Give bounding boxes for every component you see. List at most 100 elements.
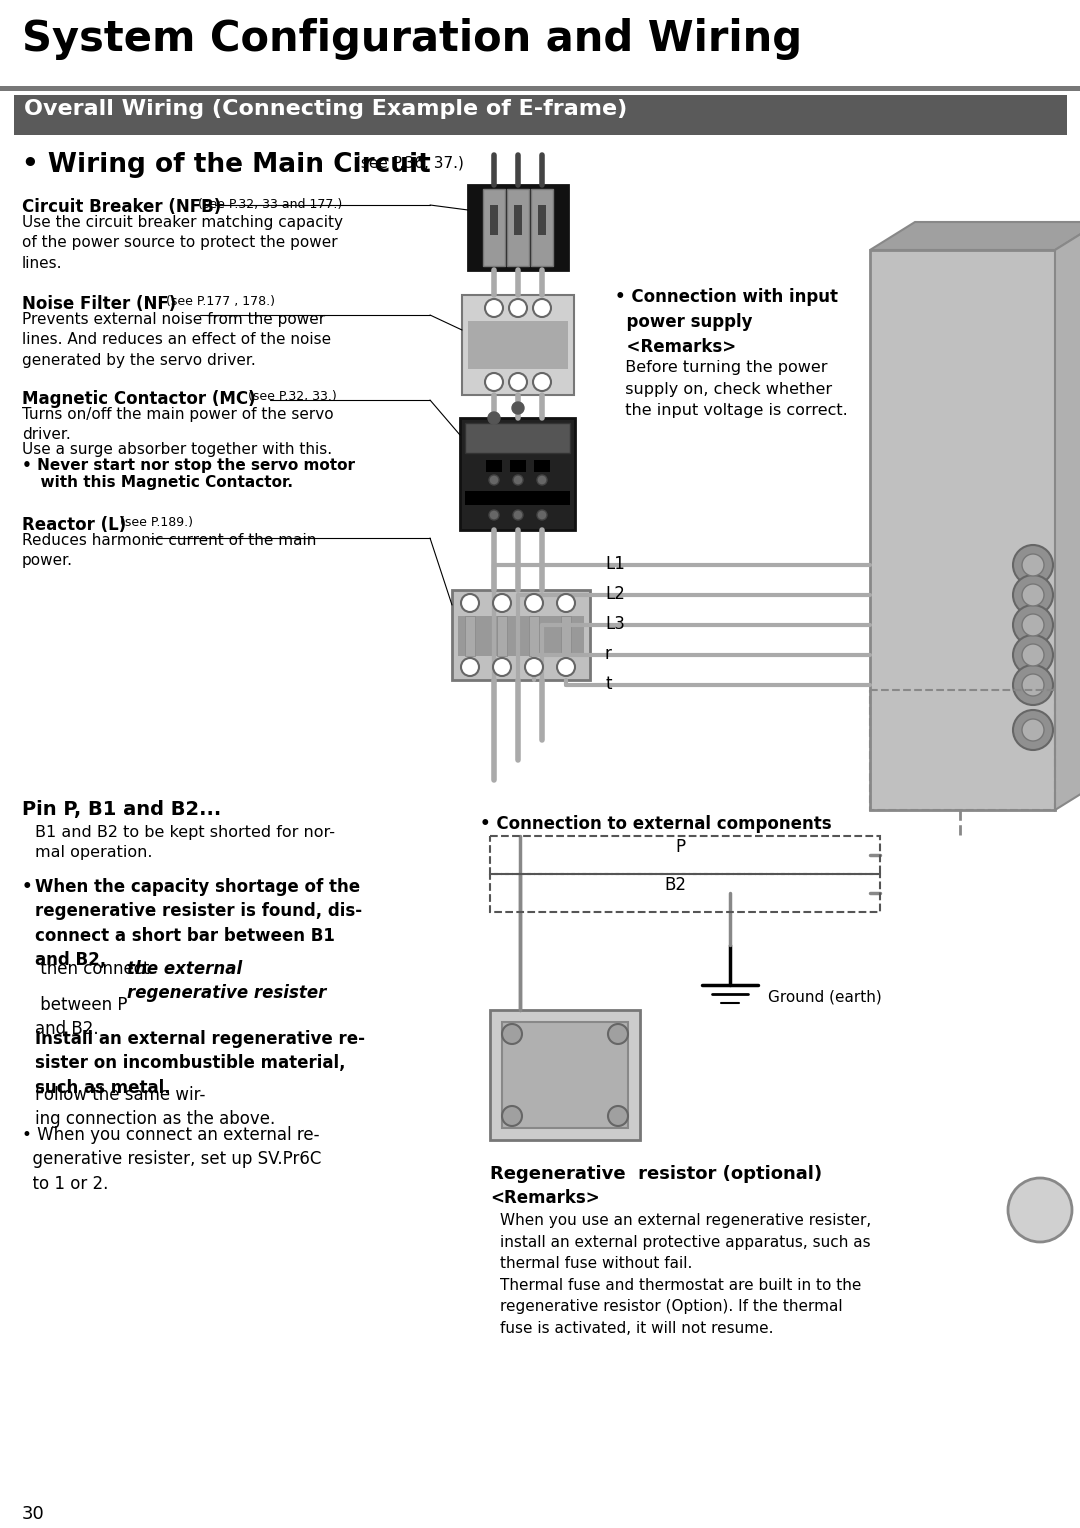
Circle shape bbox=[1013, 636, 1053, 675]
Circle shape bbox=[485, 299, 503, 316]
Circle shape bbox=[525, 594, 543, 613]
Bar bbox=[510, 460, 526, 472]
Bar bbox=[465, 490, 570, 504]
Text: • Connection with input
  power supply
  <Remarks>: • Connection with input power supply <Re… bbox=[615, 287, 838, 356]
Circle shape bbox=[1022, 674, 1044, 695]
Text: Use a surge absorber together with this.: Use a surge absorber together with this. bbox=[22, 442, 333, 457]
Circle shape bbox=[502, 1106, 522, 1126]
Circle shape bbox=[488, 413, 500, 423]
Bar bbox=[14, 95, 1067, 134]
Text: (see P.36, 37.): (see P.36, 37.) bbox=[355, 156, 464, 171]
Circle shape bbox=[1013, 711, 1053, 750]
Circle shape bbox=[537, 510, 546, 520]
Bar bbox=[497, 616, 507, 656]
Bar bbox=[468, 185, 568, 270]
Text: (see P.189.): (see P.189.) bbox=[120, 516, 193, 529]
Bar bbox=[870, 251, 1055, 810]
Text: L3: L3 bbox=[605, 614, 625, 633]
Text: Noise Filter (NF): Noise Filter (NF) bbox=[22, 295, 176, 313]
Text: B1 and B2 to be kept shorted for nor-
mal operation.: B1 and B2 to be kept shorted for nor- ma… bbox=[35, 825, 335, 860]
Text: <Remarks>: <Remarks> bbox=[490, 1189, 599, 1207]
Text: (see P.177 , 178.): (see P.177 , 178.) bbox=[166, 295, 275, 309]
Bar bbox=[462, 295, 573, 396]
Circle shape bbox=[1022, 614, 1044, 636]
Bar bbox=[465, 616, 475, 656]
Text: • Wiring of the Main Circuit: • Wiring of the Main Circuit bbox=[22, 151, 431, 177]
Text: (see P.32, 33.): (see P.32, 33.) bbox=[248, 390, 337, 403]
Text: L2: L2 bbox=[605, 585, 625, 604]
Text: Overall Wiring (Connecting Example of E-frame): Overall Wiring (Connecting Example of E-… bbox=[24, 99, 627, 119]
Circle shape bbox=[512, 402, 524, 414]
Text: When the capacity shortage of the
regenerative resister is found, dis-
connect a: When the capacity shortage of the regene… bbox=[35, 879, 362, 969]
Bar bbox=[490, 1010, 640, 1140]
Circle shape bbox=[608, 1106, 627, 1126]
Circle shape bbox=[1022, 584, 1044, 607]
Text: B2: B2 bbox=[664, 876, 686, 894]
Text: • When you connect an external re-
  generative resister, set up SV.Pr6C
  to 1 : • When you connect an external re- gener… bbox=[22, 1126, 322, 1192]
Text: (see P.32, 33 and 177.): (see P.32, 33 and 177.) bbox=[198, 199, 342, 211]
Bar bbox=[460, 419, 575, 530]
Text: t: t bbox=[605, 675, 611, 694]
Text: When you use an external regenerative resister,
install an external protective a: When you use an external regenerative re… bbox=[500, 1213, 872, 1335]
Text: • Connection to external components: • Connection to external components bbox=[480, 814, 832, 833]
Circle shape bbox=[502, 1024, 522, 1044]
Circle shape bbox=[557, 659, 575, 675]
Circle shape bbox=[1013, 665, 1053, 704]
Circle shape bbox=[1013, 575, 1053, 614]
Bar bbox=[490, 874, 880, 912]
Bar bbox=[458, 616, 584, 656]
Circle shape bbox=[485, 373, 503, 391]
Circle shape bbox=[1022, 555, 1044, 576]
Bar bbox=[561, 616, 571, 656]
Bar bbox=[870, 691, 1055, 810]
Circle shape bbox=[537, 475, 546, 484]
Bar bbox=[538, 205, 546, 235]
Circle shape bbox=[492, 594, 511, 613]
Text: Circuit Breaker (NFB): Circuit Breaker (NFB) bbox=[22, 199, 221, 215]
Bar bbox=[483, 189, 505, 266]
Text: between P
and B2.: between P and B2. bbox=[35, 996, 127, 1039]
Bar bbox=[514, 205, 522, 235]
Text: Reactor (L): Reactor (L) bbox=[22, 516, 126, 533]
Circle shape bbox=[492, 659, 511, 675]
Text: L1: L1 bbox=[605, 555, 625, 573]
Circle shape bbox=[1013, 545, 1053, 585]
Text: with this Magnetic Contactor.: with this Magnetic Contactor. bbox=[30, 475, 293, 490]
Circle shape bbox=[534, 373, 551, 391]
Bar bbox=[531, 189, 553, 266]
Circle shape bbox=[509, 373, 527, 391]
Bar bbox=[453, 590, 590, 680]
Bar bbox=[465, 423, 570, 452]
Circle shape bbox=[1022, 720, 1044, 741]
Circle shape bbox=[525, 659, 543, 675]
Text: 30: 30 bbox=[22, 1505, 44, 1523]
Circle shape bbox=[509, 299, 527, 316]
Text: Before turning the power
  supply on, check whether
  the input voltage is corre: Before turning the power supply on, chec… bbox=[615, 361, 848, 419]
Text: Turns on/off the main power of the servo
driver.: Turns on/off the main power of the servo… bbox=[22, 406, 334, 443]
Circle shape bbox=[461, 659, 480, 675]
Text: System Configuration and Wiring: System Configuration and Wiring bbox=[22, 18, 802, 60]
Bar bbox=[0, 86, 1080, 92]
Text: Use the circuit breaker matching capacity
of the power source to protect the pow: Use the circuit breaker matching capacit… bbox=[22, 215, 343, 270]
Text: • Never start nor stop the servo motor: • Never start nor stop the servo motor bbox=[22, 458, 355, 474]
Text: P: P bbox=[675, 837, 685, 856]
Text: Reduces harmonic current of the main
power.: Reduces harmonic current of the main pow… bbox=[22, 533, 316, 568]
Circle shape bbox=[1013, 605, 1053, 645]
Circle shape bbox=[513, 475, 523, 484]
Text: Follow the same wir-
ing connection as the above.: Follow the same wir- ing connection as t… bbox=[35, 1086, 275, 1128]
Circle shape bbox=[608, 1024, 627, 1044]
Circle shape bbox=[489, 475, 499, 484]
Text: Magnetic Contactor (MC): Magnetic Contactor (MC) bbox=[22, 390, 256, 408]
Bar bbox=[490, 836, 880, 874]
Text: then connect: then connect bbox=[35, 960, 154, 978]
Circle shape bbox=[513, 510, 523, 520]
Bar bbox=[534, 460, 550, 472]
Bar bbox=[502, 1022, 627, 1128]
Text: •: • bbox=[22, 879, 32, 895]
Polygon shape bbox=[870, 222, 1080, 251]
Bar bbox=[507, 189, 529, 266]
Bar bbox=[529, 616, 539, 656]
Text: Install an external regenerative re-
sister on incombustible material,
such as m: Install an external regenerative re- sis… bbox=[35, 1030, 365, 1097]
Text: r: r bbox=[605, 645, 612, 663]
Circle shape bbox=[557, 594, 575, 613]
